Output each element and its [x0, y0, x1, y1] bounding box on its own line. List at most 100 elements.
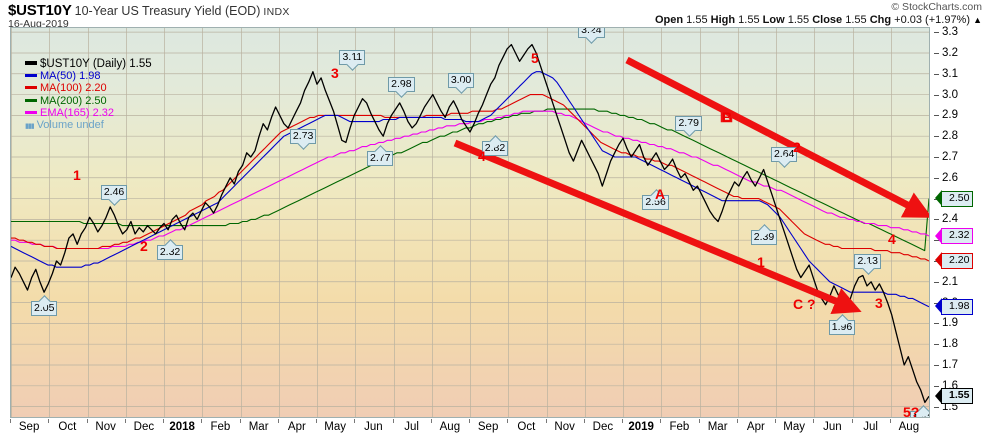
price-callout: 3.11 [339, 49, 366, 65]
high-label: High [710, 14, 736, 26]
symbol-exchange: INDX [263, 6, 290, 18]
close-label: Close [812, 14, 843, 26]
x-axis-tick-mark [125, 419, 126, 423]
ma200-tag: 2.50 [934, 190, 974, 207]
y-axis-tick-mark [934, 156, 939, 158]
x-axis-tick-label: Jul [404, 421, 419, 433]
chg-value: +0.03 (+1.97%) [894, 14, 971, 26]
ema165-legend: EMA(165) 2.32 [25, 107, 152, 119]
x-axis-tick-label: Jun [364, 421, 383, 433]
x-axis-tick-label: Apr [746, 421, 765, 433]
x-axis-tick-mark [507, 419, 508, 423]
x-axis-tick-label: Dec [133, 421, 155, 433]
x-axis-tick-mark [87, 419, 88, 423]
low-label: Low [762, 14, 785, 26]
legend-label: MA(200) 2.50 [40, 94, 107, 107]
x-axis-tick-label: Feb [210, 421, 231, 433]
volume-bars-icon: ▮▮▮ [25, 123, 35, 131]
legend-line-icon [25, 86, 37, 90]
y-axis-tick-label: 2.6 [942, 171, 958, 184]
price-callout: 3.24 [578, 28, 605, 38]
ma50-legend: MA(50) 1.98 [25, 70, 152, 82]
wave-label: A [655, 186, 666, 202]
x-axis-tick-label: 2018 [169, 421, 195, 433]
open-label: Open [654, 14, 684, 26]
chart-legend: $UST10Y (Daily) 1.55 MA(50) 1.98 MA(100) 2… [25, 58, 152, 133]
symbol-name: 10-Year US Treasury Yield (EOD) [74, 4, 261, 18]
x-axis: Sep Oct Nov Dec 2018 Feb Mar Apr May Jun Jul Aug Sep… [10, 419, 930, 438]
close-value: 1.55 [845, 14, 867, 26]
x-axis-tick-mark [622, 419, 623, 423]
stockcharts-credit: © StockCharts.com [891, 1, 982, 13]
y-axis-tick-mark [934, 385, 939, 387]
legend-line-icon [25, 98, 37, 102]
wave-label: 2 [140, 238, 148, 254]
y-axis-tick-mark [934, 32, 939, 34]
y-axis-tick-label: 2.7 [942, 150, 958, 163]
legend-label: MA(100) 2.20 [40, 82, 107, 95]
x-axis-tick-label: Aug [439, 421, 461, 433]
x-axis-tick-label: Nov [95, 421, 116, 433]
x-axis-tick-label: Jul [863, 421, 878, 433]
x-axis-tick-label: Mar [707, 421, 728, 433]
y-axis-tick-mark [934, 364, 939, 366]
price-callout: 2.64 [770, 147, 798, 163]
high-value: 1.55 [738, 14, 760, 26]
wave-label: 4 [888, 231, 896, 247]
chart-title: $UST10Y 10-Year US Treasury Yield (EOD) IN… [8, 2, 290, 20]
x-axis-tick-mark [316, 419, 317, 423]
wave-label: B [722, 109, 733, 125]
y-axis-tick-label: 2.8 [942, 130, 958, 143]
y-axis-tick-label: 1.9 [942, 317, 958, 330]
y-axis-tick-label: 1.7 [942, 358, 958, 371]
y-axis-tick-mark [934, 219, 939, 221]
y-axis-tick-mark [934, 115, 939, 117]
legend-label: $UST10Y (Daily) 1.55 [40, 58, 152, 70]
legend-label: Volume undef [36, 119, 104, 132]
x-axis-tick-label: May [324, 421, 346, 433]
y-axis-tick-label: 1.8 [942, 338, 958, 351]
x-axis-tick-mark [393, 419, 394, 423]
x-axis-tick-label: Nov [554, 421, 575, 433]
x-axis-tick-mark [240, 419, 241, 423]
wave-label: 1 [757, 254, 765, 270]
quote-bar: Open 1.55 High 1.55 Low 1.55 Close 1.55 … [655, 14, 982, 26]
x-axis-tick-mark [201, 419, 202, 423]
y-axis-tick-mark [934, 136, 939, 138]
x-axis-tick-label: Feb [669, 421, 690, 433]
x-axis-tick-label: Apr [287, 421, 306, 433]
price-legend: $UST10Y (Daily) 1.55 [25, 58, 152, 70]
x-axis-tick-label: 2019 [628, 421, 654, 433]
price-callout: 1.52 [909, 411, 929, 417]
x-axis-tick-mark [890, 419, 891, 423]
price-callout: 2.13 [854, 253, 881, 269]
symbol-ticker: $UST10Y [8, 2, 72, 19]
x-axis-tick-label: Mar [248, 421, 269, 433]
price-callout: 2.56 [642, 195, 669, 211]
change-up-arrow-icon: ▲ [973, 15, 982, 25]
x-axis-tick-label: Sep [477, 421, 499, 433]
y-axis-tick-mark [934, 73, 939, 75]
price-callout: 2.05 [31, 301, 58, 317]
chart-series [11, 43, 929, 404]
x-axis-tick-mark [546, 419, 547, 423]
legend-line-icon [25, 74, 37, 78]
x-axis-tick-label: Dec [592, 421, 614, 433]
y-axis-tick-label: 3.2 [942, 46, 958, 59]
wave-label: 5 [531, 50, 539, 66]
price-callout: 2.32 [156, 245, 184, 261]
price-callout: 2.46 [100, 184, 128, 200]
x-axis-tick-mark [10, 419, 11, 423]
x-axis-tick-mark [737, 419, 738, 423]
y-axis-tick-label: 3.3 [942, 26, 958, 39]
price-callout: 2.77 [367, 151, 394, 167]
y-axis-tick-mark [934, 323, 939, 325]
price-callout: 3.00 [447, 72, 475, 88]
x-axis-tick-mark [163, 419, 164, 423]
ma50-tag: 1.98 [934, 298, 974, 315]
x-axis-tick-label: Sep [18, 421, 40, 433]
chart-plot-area[interactable]: $UST10Y (Daily) 1.55 MA(50) 1.98 MA(100) 2… [10, 27, 930, 418]
ema165-tag: 2.32 [934, 227, 974, 245]
price-callout: 2.82 [481, 141, 509, 156]
x-axis-tick-mark [469, 419, 470, 423]
